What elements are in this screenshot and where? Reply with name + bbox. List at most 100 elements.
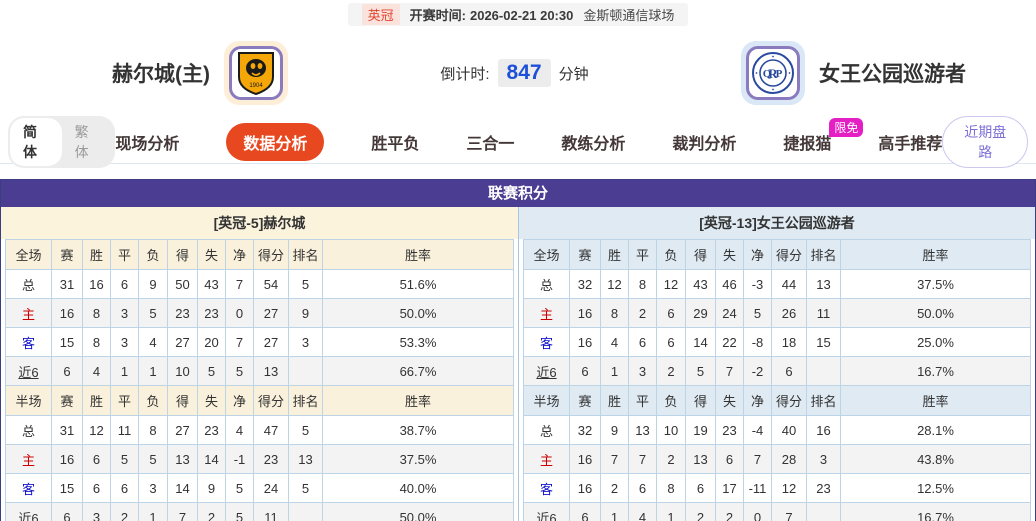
tab-referee-analysis[interactable]: 裁判分析 (672, 135, 737, 153)
nav-bar: 简体 繁体 现场分析 数据分析 胜平负 三合一 教练分析 裁判分析 捷报猫 限免 … (0, 115, 1036, 168)
stat-cell: 10 (167, 356, 198, 386)
countdown-label: 倒计时: (440, 65, 490, 83)
tab-jiebao-cat[interactable]: 捷报猫 限免 (783, 117, 864, 154)
stat-cell: 27 (167, 415, 198, 445)
stat-cell: 31 (51, 269, 83, 299)
stat-cell: -1 (225, 444, 254, 474)
away-standings-half: [英冠-13]女王公园巡游者 全场赛胜平负得失净得分 排名 胜率总 32 12 8 12 43… (518, 207, 1035, 521)
column-header: 得 (685, 385, 716, 416)
stat-cell: 5 (225, 502, 254, 521)
stat-cell: 8 (656, 473, 686, 503)
stat-cell: 22 (715, 327, 744, 357)
row-label: 总 (523, 269, 570, 299)
stats-header-row: 全场赛胜平负得失净得分 排名 胜率 (5, 239, 514, 270)
standings-row: 客 15 6 6 3 14 9 5 24 5 40.0% (5, 473, 514, 503)
column-header: 得分 (253, 239, 289, 270)
countdown-unit: 分钟 (558, 65, 589, 83)
lang-option-simplified[interactable]: 简体 (10, 117, 62, 166)
stat-cell: 32 (569, 269, 601, 299)
tab-three-in-one[interactable]: 三合一 (466, 135, 515, 153)
stat-cell: 29 (685, 298, 716, 328)
stat-cell: 6 (569, 356, 601, 386)
svg-text:Q: Q (763, 68, 772, 80)
panel-title: 联赛积分 (1, 180, 1035, 207)
row-label: 总 (523, 415, 570, 445)
stat-cell: 6 (82, 444, 111, 474)
lang-option-traditional[interactable]: 繁体 (74, 123, 89, 160)
stat-cell: 2 (197, 502, 226, 521)
stat-cell: 6 (569, 502, 601, 521)
stat-cell: 6 (51, 502, 83, 521)
stat-cell: 27 (167, 327, 198, 357)
stat-cell: 3 (110, 298, 139, 328)
row-label: 主 (523, 444, 570, 474)
stat-cell: 3 (288, 327, 323, 357)
away-standings-table: 全场赛胜平负得失净得分 排名 胜率总 32 12 8 12 43 46 -3 44 13 37.5% 主 1… (519, 239, 1035, 521)
stats-header-row: 全场赛胜平负得失净得分 排名 胜率 (523, 239, 1031, 270)
stat-cell: 28 (771, 444, 807, 474)
column-header: 胜率 (840, 385, 1031, 416)
column-header: 胜 (600, 239, 629, 270)
stat-cell: 5 (197, 356, 226, 386)
stat-cell: 2 (628, 298, 657, 328)
standings-row: 主 16 6 5 5 13 14 -1 23 13 37.5% (5, 444, 514, 474)
tab-expert-picks[interactable]: 高手推荐 (878, 135, 943, 153)
stat-cell: 27 (253, 327, 289, 357)
stat-cell: 3 (806, 444, 841, 474)
stat-cell: 25.0% (840, 327, 1031, 357)
tab-data-analysis[interactable]: 数据分析 (226, 122, 325, 161)
standings-row: 主 16 8 3 5 23 23 0 27 9 50.0% (5, 298, 514, 328)
column-header: 负 (656, 239, 686, 270)
column-header: 负 (138, 239, 168, 270)
stat-cell: 38.7% (322, 415, 514, 445)
column-header: 失 (197, 239, 226, 270)
stat-cell: 7 (743, 444, 772, 474)
stat-cell: 13 (628, 415, 657, 445)
stat-cell: 6 (656, 298, 686, 328)
stat-cell: 3 (82, 502, 111, 521)
stat-cell: 5 (110, 444, 139, 474)
stat-cell: 10 (656, 415, 686, 445)
stat-cell: 0 (225, 298, 254, 328)
match-info-bar: 英冠 开赛时间: 2026-02-21 20:30 金斯顿通信球场 (0, 0, 1036, 26)
stat-cell: 3 (138, 473, 168, 503)
stat-cell: 2 (685, 502, 716, 521)
column-header: 平 (628, 385, 657, 416)
column-header: 负 (656, 385, 686, 416)
stat-cell: 43.8% (840, 444, 1031, 474)
stat-cell: 13 (253, 356, 289, 386)
column-header: 胜 (82, 239, 111, 270)
home-team-name: 赫尔城(主) (112, 63, 210, 86)
recent-trends-button[interactable]: 近期盘路 (942, 115, 1028, 168)
row-label: 近6 (5, 356, 52, 386)
row-label: 主 (5, 444, 52, 474)
tab-coach-analysis[interactable]: 教练分析 (561, 135, 626, 153)
stat-cell: 23 (197, 298, 226, 328)
tab-live-analysis[interactable]: 现场分析 (115, 135, 180, 153)
column-header: 净 (225, 385, 254, 416)
stat-cell: 23 (253, 444, 289, 474)
league-badge: 英冠 (361, 4, 400, 25)
column-header: 赛 (51, 239, 83, 270)
stat-cell: 12 (771, 473, 807, 503)
stat-cell: 12 (600, 269, 629, 299)
column-header: 半场 (523, 385, 570, 416)
standings-row: 客 16 4 6 6 14 22 -8 18 15 25.0% (523, 327, 1031, 357)
column-header: 平 (110, 385, 139, 416)
stat-cell: 5 (288, 415, 323, 445)
countdown: 倒计时: 847 分钟 (288, 59, 741, 87)
stat-cell: 4 (600, 327, 629, 357)
stat-cell: 6 (715, 444, 744, 474)
tab-win-draw-lose[interactable]: 胜平负 (371, 135, 420, 153)
stat-cell: 16.7% (840, 356, 1031, 386)
standings-row: 近6 6 4 1 1 10 5 5 13 66.7% (5, 356, 514, 386)
stat-cell: 8 (82, 298, 111, 328)
stat-cell: 13 (288, 444, 323, 474)
stat-cell: 16 (569, 327, 601, 357)
stat-cell: 7 (715, 356, 744, 386)
column-header: 得分 (771, 239, 807, 270)
stat-cell: 7 (225, 269, 254, 299)
stat-cell: 43 (197, 269, 226, 299)
column-header: 净 (225, 239, 254, 270)
stat-cell: 17 (715, 473, 744, 503)
